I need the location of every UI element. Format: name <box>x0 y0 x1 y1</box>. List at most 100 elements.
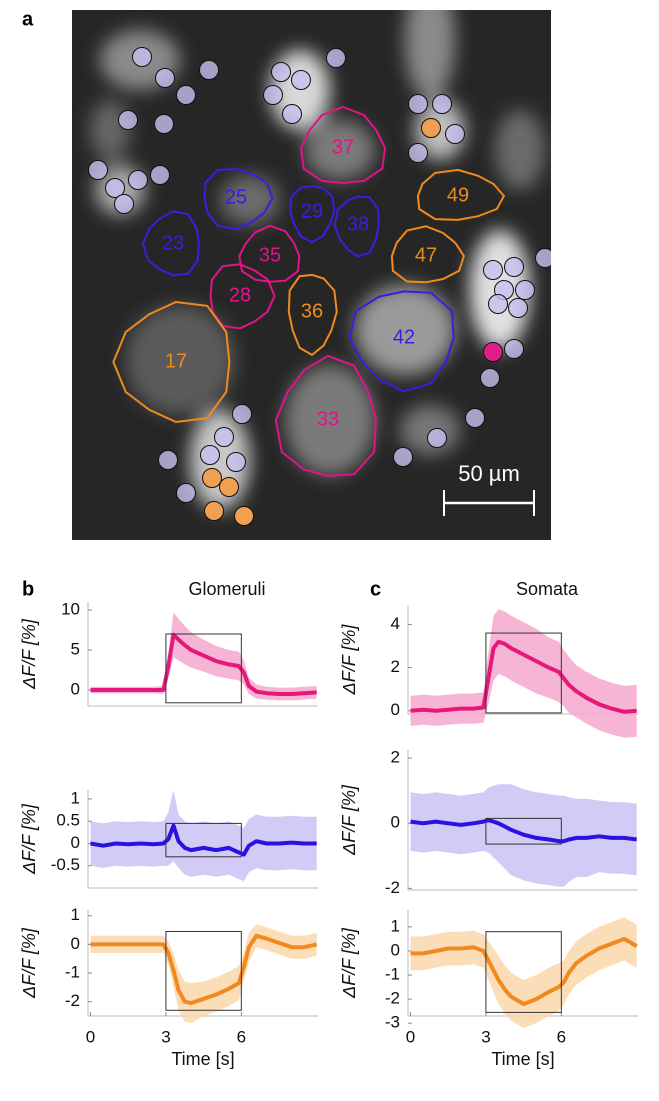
roi-outline <box>299 105 387 185</box>
roi-label: 25 <box>225 186 247 208</box>
y-tick-label: 1 <box>71 788 80 807</box>
y-tick-label: 2 <box>391 657 400 676</box>
roi-outline <box>390 225 465 284</box>
roi-outline <box>289 185 336 244</box>
stimulus-box <box>485 817 562 845</box>
y-axis-label: ΔF/F [%] <box>339 927 359 999</box>
cell <box>118 110 138 130</box>
cell <box>155 68 175 88</box>
y-tick-label: -2 <box>65 991 80 1010</box>
roi-label: 35 <box>259 244 281 266</box>
mean-line <box>410 818 637 844</box>
tissue-blob <box>355 285 455 375</box>
tissue-blob <box>90 100 130 160</box>
y-tick-label: -2 <box>385 878 400 897</box>
tissue-blob <box>495 110 545 190</box>
cell <box>421 118 441 138</box>
mean-line <box>410 639 637 714</box>
mean-line <box>90 933 318 1006</box>
cell <box>427 428 447 448</box>
cell <box>393 447 413 467</box>
cell <box>176 85 196 105</box>
y-axis-label: ΔF/F [%] <box>339 624 359 696</box>
tissue-blob <box>405 10 455 100</box>
cell <box>200 445 220 465</box>
y-tick-label: 2 <box>391 748 400 767</box>
cells <box>88 47 551 526</box>
roi-outline <box>209 263 276 330</box>
roi-label: 37 <box>332 136 354 158</box>
cell <box>432 94 452 114</box>
cell <box>445 124 465 144</box>
cell <box>282 104 302 124</box>
cell <box>88 160 108 180</box>
cell <box>504 257 524 277</box>
chart-title: Glomeruli <box>188 579 265 599</box>
cell <box>199 60 219 80</box>
y-tick-label: 10 <box>61 599 80 618</box>
y-tick-label: 0 <box>71 833 80 852</box>
cell <box>234 506 254 526</box>
cell <box>132 47 152 67</box>
error-band <box>410 917 637 1028</box>
tissue-blob <box>400 405 460 455</box>
error-band <box>410 609 637 738</box>
y-tick-label: -1 <box>65 963 80 982</box>
y-axis-label: ΔF/F [%] <box>19 618 39 690</box>
roi-outline <box>348 290 455 393</box>
x-tick-label: 0 <box>86 1027 95 1046</box>
roi-outline <box>238 224 301 283</box>
y-tick-label: 4 <box>391 614 400 633</box>
x-tick-label: 0 <box>406 1027 415 1046</box>
cell <box>263 85 283 105</box>
cell <box>291 70 311 90</box>
stimulus-box <box>165 633 242 704</box>
cell <box>226 452 246 472</box>
y-axis-label: ΔF/F [%] <box>339 784 359 856</box>
rois: 37 49 25 29 38 23 35 47 28 36 42 17 33 <box>112 105 506 477</box>
roi-outline <box>333 195 380 258</box>
roi-label: 42 <box>393 326 415 348</box>
y-tick-label: -2 <box>385 989 400 1008</box>
cell <box>483 342 503 362</box>
roi-label: 29 <box>301 200 323 222</box>
y-tick-label: -1 <box>385 965 400 984</box>
cell <box>515 280 535 300</box>
y-tick-label: -3 <box>385 1013 400 1032</box>
x-tick-label: 6 <box>557 1027 566 1046</box>
cell <box>535 248 551 268</box>
cell <box>232 404 252 424</box>
stimulus-box <box>165 822 242 858</box>
error-band <box>90 790 317 882</box>
cell <box>408 143 428 163</box>
y-tick-label: 1 <box>391 916 400 935</box>
y-axis-label: ΔF/F [%] <box>19 927 39 999</box>
x-axis-label: Time [s] <box>491 1049 554 1069</box>
roi-label: 28 <box>229 284 251 306</box>
stimulus-box <box>485 632 562 714</box>
roi-outline <box>416 168 506 221</box>
y-tick-label: 0 <box>391 940 400 959</box>
y-tick-label: 0 <box>71 679 80 698</box>
cell <box>219 477 239 497</box>
tissue-blob <box>305 120 375 180</box>
tissue-blob <box>285 365 375 475</box>
cell <box>504 339 524 359</box>
cell <box>480 368 500 388</box>
error-band <box>90 924 317 1024</box>
roi-label: 33 <box>317 408 339 430</box>
roi-label: 38 <box>347 213 369 235</box>
roi-outline <box>141 210 200 277</box>
y-tick-label: 0.5 <box>56 811 80 830</box>
y-tick-label: 5 <box>71 639 80 658</box>
cell <box>158 450 178 470</box>
roi-label: 36 <box>301 300 323 322</box>
y-tick-label: 0 <box>391 813 400 832</box>
cell <box>408 94 428 114</box>
cell <box>326 48 346 68</box>
cell <box>483 260 503 280</box>
panel-label: a <box>22 8 34 30</box>
cell <box>204 501 224 521</box>
cell <box>214 427 234 447</box>
y-axis-label: ΔF/F [%] <box>19 803 39 875</box>
